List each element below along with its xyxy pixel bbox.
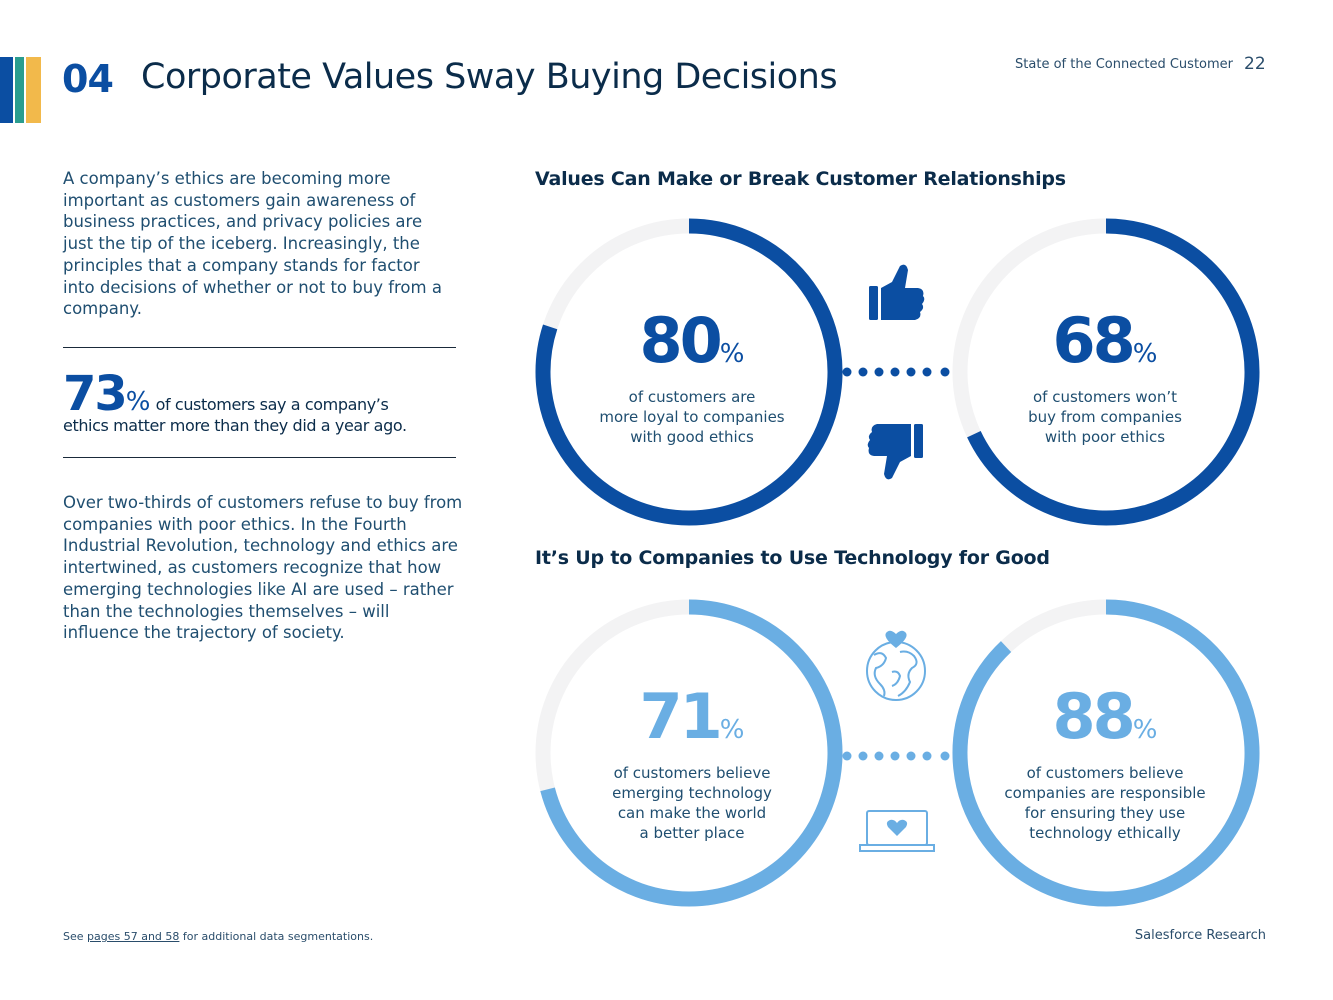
connector-dots-top — [842, 367, 950, 377]
ring-desc-88-l1: of customers believe — [1026, 764, 1184, 782]
divider-bottom — [63, 457, 456, 458]
stripe-blue — [0, 57, 13, 123]
footnote: See pages 57 and 58 for additional data … — [63, 930, 373, 943]
thumbs-up-icon — [869, 264, 925, 320]
ring-desc-71-l2: emerging technology — [612, 784, 772, 802]
laptop-heart-icon — [859, 810, 935, 852]
footnote-suffix: for additional data segmentations. — [179, 930, 374, 943]
chart-title-technology: It’s Up to Companies to Use Technology f… — [535, 547, 1050, 569]
stat-callout: 73% of customers say a company’s ethics … — [63, 366, 463, 435]
ring-desc-88-l4: technology ethically — [1029, 824, 1181, 842]
ring-value-88: 88 — [1052, 680, 1136, 753]
ring-desc-88-l3: for ensuring they use — [1024, 804, 1186, 822]
ring-desc-80-l1: of customers are — [628, 388, 756, 406]
ring-arc-80 — [535, 218, 843, 526]
stat-number: 73 — [63, 366, 128, 422]
ring-value-80: 80 — [639, 304, 723, 377]
ring-desc-71-l4: a better place — [639, 824, 745, 842]
ring-label-88: 88% of customers believe companies are r… — [985, 686, 1225, 843]
section-number: 04 — [62, 57, 114, 101]
page-number: 22 — [1244, 54, 1266, 74]
divider-top — [63, 347, 456, 348]
stripe-yellow — [26, 57, 41, 123]
globe-heart-icon — [866, 630, 926, 701]
ring-desc-71-l1: of customers believe — [613, 764, 771, 782]
ring-label-71: 71% of customers believe emerging techno… — [572, 686, 812, 843]
footnote-link[interactable]: pages 57 and 58 — [87, 930, 180, 943]
ring-desc-68-l2: buy from companies — [1028, 408, 1182, 426]
stat-text-1: of customers say a company’s — [155, 395, 389, 414]
ring-label-68: 68% of customers won’t buy from companie… — [985, 310, 1225, 447]
running-head: State of the Connected Customer — [1015, 57, 1233, 72]
ring-desc-71-l3: can make the world — [617, 804, 767, 822]
thumbs-down-icon — [867, 424, 923, 480]
page-title: Corporate Values Sway Buying Decisions — [141, 57, 838, 97]
ring-desc-80-l3: with good ethics — [630, 428, 754, 446]
stat-text-2: ethics matter more than they did a year … — [63, 416, 407, 435]
lead-paragraph: A company’s ethics are becoming more imp… — [63, 169, 442, 319]
stat-percent: % — [125, 387, 151, 417]
footnote-prefix: See — [63, 930, 88, 943]
stripe-teal — [15, 57, 24, 123]
body-paragraph: Over two-thirds of customers refuse to b… — [63, 493, 463, 643]
ring-arc-88 — [952, 599, 1260, 907]
ring-desc-68-l1: of customers won’t — [1032, 388, 1178, 406]
ring-desc-80-l2: more loyal to companies — [599, 408, 785, 426]
connector-dots-bottom — [842, 751, 950, 761]
ring-desc-68-l3: with poor ethics — [1044, 428, 1166, 446]
ring-desc-88-l2: companies are responsible — [1004, 784, 1206, 802]
ring-value-68: 68 — [1052, 304, 1136, 377]
chart-title-relationships: Values Can Make or Break Customer Relati… — [535, 168, 1066, 190]
ring-value-71: 71 — [639, 680, 723, 753]
header-color-stripes — [0, 57, 41, 123]
ring-arc-71 — [540, 599, 843, 907]
ring-arc-68 — [967, 218, 1260, 526]
brand-label: Salesforce Research — [1134, 928, 1266, 943]
ring-label-80: 80% of customers are more loyal to compa… — [572, 310, 812, 447]
